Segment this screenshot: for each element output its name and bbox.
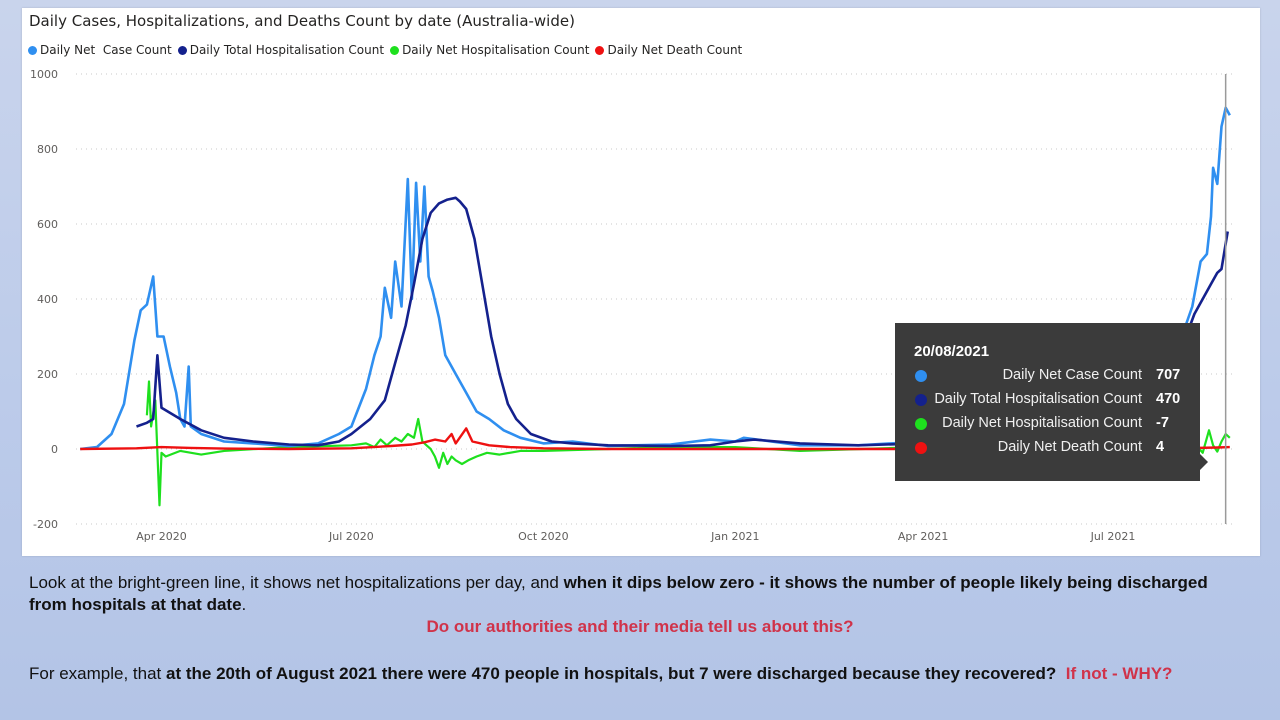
y-tick-label: 600	[37, 218, 58, 231]
y-tick-label: 800	[37, 143, 58, 156]
x-tick-label: Oct 2020	[518, 530, 569, 543]
y-tick-label: 200	[37, 368, 58, 381]
legend-item-death[interactable]: Daily Net Death Count	[595, 43, 742, 57]
caption-paragraph-2: For example, that at the 20th of August …	[29, 663, 1249, 685]
legend-label-death: Daily Net Death Count	[607, 43, 743, 57]
tooltip-value: 4	[1156, 439, 1165, 455]
y-tick-label: -200	[33, 518, 58, 531]
caption-question: Do our authorities and their media tell …	[0, 617, 1280, 637]
chart-tooltip: 20/08/2021 Daily Net Case Count 707 Dail…	[895, 323, 1208, 481]
x-tick-label: Apr 2020	[136, 530, 187, 543]
tooltip-dot-death	[915, 442, 927, 454]
series-line-death	[80, 427, 1230, 451]
tooltip-arrow	[1200, 454, 1208, 470]
tooltip-label: Daily Net Hospitalisation Count	[942, 415, 1142, 431]
tooltip-dot-net-hospitalisation	[915, 418, 927, 430]
caption-text: Look at the bright-green line, it shows …	[29, 573, 564, 592]
caption-bold-text: at the 20th of August 2021 there were 47…	[166, 664, 1057, 683]
caption-text: .	[241, 595, 247, 614]
legend-dot-total-hospitalisation	[177, 45, 187, 55]
chart-card: Daily Cases, Hospitalizations, and Death…	[22, 8, 1260, 556]
caption-why-text: If not - WHY?	[1065, 664, 1173, 683]
legend-label-net-hospitalisation: Daily Net Hospitalisation Count	[402, 43, 590, 57]
y-tick-label: 1000	[30, 68, 58, 81]
tooltip-value: 707	[1156, 367, 1181, 383]
tooltip-row-net-hospitalisation: Daily Net Hospitalisation Count -7	[895, 413, 1200, 437]
legend-item-total-hospitalisation[interactable]: Daily Total Hospitalisation Count	[177, 43, 385, 57]
tooltip-value: -7	[1156, 415, 1169, 431]
legend-dot-death	[595, 45, 605, 55]
caption-text: For example, that	[29, 664, 167, 683]
legend-item-net-hospitalisation[interactable]: Daily Net Hospitalisation Count	[390, 43, 589, 57]
caption-question-text: Do our authorities and their media tell …	[426, 617, 854, 636]
caption-paragraph-1: Look at the bright-green line, it shows …	[29, 572, 1249, 616]
tooltip-row-death: Daily Net Death Count 4	[895, 437, 1200, 461]
legend-label-case: Daily Net Case Count	[40, 43, 172, 57]
x-tick-label: Jul 2021	[1090, 530, 1136, 543]
y-tick-label: 0	[51, 443, 58, 456]
tooltip-label: Daily Total Hospitalisation Count	[934, 391, 1142, 407]
x-tick-label: Jan 2021	[710, 530, 759, 543]
chart-legend: Daily Net Case Count Daily Total Hospita…	[28, 43, 742, 57]
tooltip-dot-case	[915, 370, 927, 382]
tooltip-label: Daily Net Case Count	[1002, 367, 1142, 383]
y-tick-label: 400	[37, 293, 58, 306]
x-tick-label: Jul 2020	[328, 530, 374, 543]
caption-bold-text: when it dips below zero - it shows the n…	[29, 573, 1208, 614]
tooltip-dot-total-hospitalisation	[915, 394, 927, 406]
chart-title: Daily Cases, Hospitalizations, and Death…	[29, 12, 575, 30]
x-tick-label: Apr 2021	[898, 530, 949, 543]
tooltip-row-total-hospitalisation: Daily Total Hospitalisation Count 470	[895, 389, 1200, 413]
legend-label-total-hospitalisation: Daily Total Hospitalisation Count	[189, 43, 385, 57]
tooltip-date: 20/08/2021	[914, 343, 990, 360]
tooltip-row-case: Daily Net Case Count 707	[895, 365, 1200, 389]
legend-item-case[interactable]: Daily Net Case Count	[28, 43, 172, 57]
tooltip-label: Daily Net Death Count	[997, 439, 1142, 455]
legend-dot-case	[28, 45, 37, 55]
tooltip-value: 470	[1156, 391, 1181, 407]
legend-dot-net-hospitalisation	[390, 45, 400, 55]
